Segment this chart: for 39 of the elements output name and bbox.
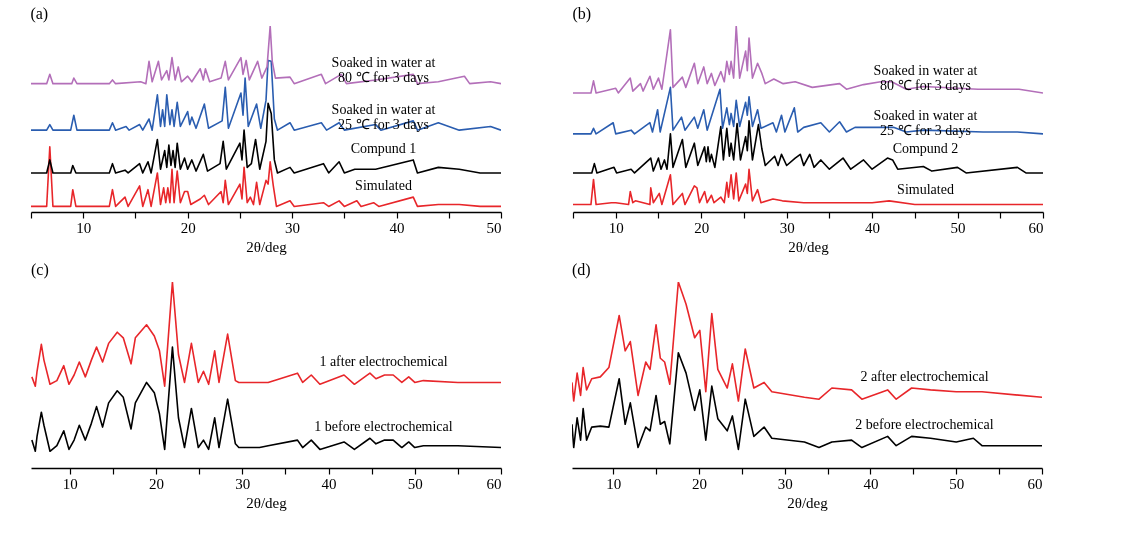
x-axis-title: 2θ/deg [788,238,830,255]
series-label: Compund 1 [350,140,417,156]
x-tick-label: 20 [691,475,707,492]
x-tick-label: 50 [486,219,502,236]
series-label: 1 after electrochemical [319,354,448,370]
chart-title: (d) [572,261,591,279]
x-tick-label: 30 [777,475,793,492]
x-tick-label: 20 [694,219,710,236]
chart-title: (c) [31,261,49,279]
series-label: 2 before electrochemical [855,417,994,433]
x-axis-title: 2θ/deg [246,494,288,511]
x-tick-label: 60 [486,475,502,492]
x-tick-label: 30 [285,219,301,236]
series-label: 2 after electrochemical [860,369,989,385]
x-tick-label: 60 [1027,475,1043,492]
x-tick-label: 50 [950,219,966,236]
x-tick-label: 10 [62,475,78,492]
x-tick-label: 40 [865,219,881,236]
x-tick-label: 20 [180,219,196,236]
x-tick-label: 50 [949,475,965,492]
x-tick-label: 60 [1028,219,1044,236]
series-label: 1 before electrochemical [314,419,453,435]
x-tick-label: 10 [76,219,92,236]
x-tick-label: 40 [321,475,337,492]
series-label: Compund 2 [892,140,959,156]
x-tick-label: 10 [608,219,624,236]
x-axis-title: 2θ/deg [787,494,829,511]
series-label: Simulated [897,181,954,197]
x-tick-label: 30 [779,219,795,236]
x-tick-label: 10 [606,475,622,492]
chart-title: (b) [572,5,592,23]
x-tick-label: 30 [235,475,251,492]
chart-title: (a) [30,5,49,23]
x-tick-label: 20 [149,475,165,492]
x-tick-label: 50 [407,475,423,492]
series-label: Simulated [355,178,412,194]
x-axis-title: 2θ/deg [246,238,288,255]
x-tick-label: 40 [389,219,405,236]
x-tick-label: 40 [863,475,879,492]
